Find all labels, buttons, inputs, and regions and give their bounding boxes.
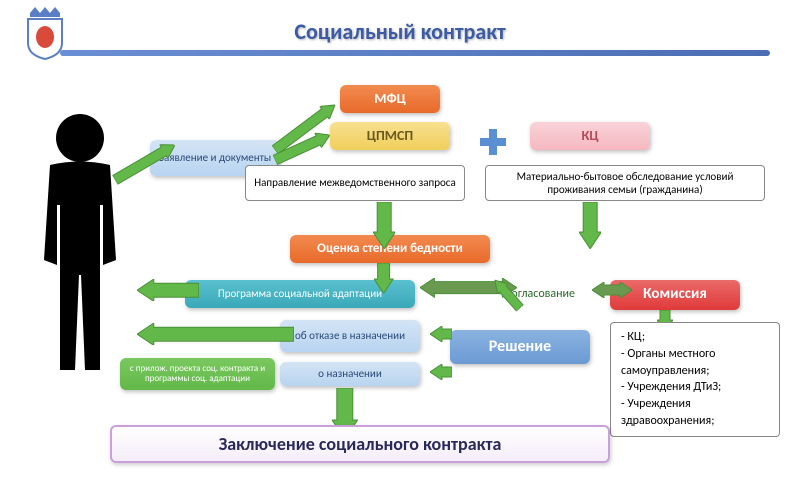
node-attachment-label: с прилож. проекта соц. контракта и прогр… [126,364,269,385]
arrow [579,202,601,254]
node-refusal: об отказе в назначении [280,320,420,352]
list-item: - Учреждения ДТиЗ; [621,379,769,396]
commission-members-list: - КЦ;- Органы местного самоуправления;- … [610,322,780,437]
arrow [137,323,294,350]
node-kc-label: КЦ [581,128,598,144]
node-approval: о назначении [280,362,420,386]
textbox-inter_request: Направление межведомственного запроса [245,165,465,201]
conclusion-box: Заключение социального контракта [110,425,610,463]
arrow [430,364,452,385]
person-icon [30,110,130,380]
node-refusal-label: об отказе в назначении [295,330,405,343]
node-decision-label: Решение [489,338,551,356]
list-item: - Учреждения здравоохранения; [621,396,769,430]
textbox-survey: Материально-бытовое обследование условий… [485,165,765,201]
node-decision: Решение [450,330,590,364]
arrow [373,202,395,254]
textbox-survey-text: Материально-бытовое обследование условий… [492,170,758,196]
node-attachment: с прилож. проекта соц. контракта и прогр… [120,358,275,390]
arrow [137,279,199,306]
node-cpmsp: ЦПМСП [330,122,450,150]
conclusion-text: Заключение социального контракта [219,433,502,455]
node-mfc-label: МФЦ [374,91,406,107]
node-kc: КЦ [530,122,650,150]
node-mfc: МФЦ [340,85,440,113]
arrow [592,282,632,303]
node-program-label: Программа социальной адаптации [218,288,382,301]
node-approval-label: о назначении [318,368,382,381]
title-divider [60,50,770,56]
page-title: Социальный контракт [0,18,800,45]
node-cpmsp-label: ЦПМСП [367,128,414,144]
list-item: - Органы местного самоуправления; [621,346,769,380]
arrow [374,263,393,298]
plus-icon [478,127,508,162]
textbox-inter_request-text: Направление межведомственного запроса [254,176,455,189]
arrow [430,326,452,347]
list-item: - КЦ; [621,329,769,346]
node-commission-label: Комиссия [643,286,707,303]
